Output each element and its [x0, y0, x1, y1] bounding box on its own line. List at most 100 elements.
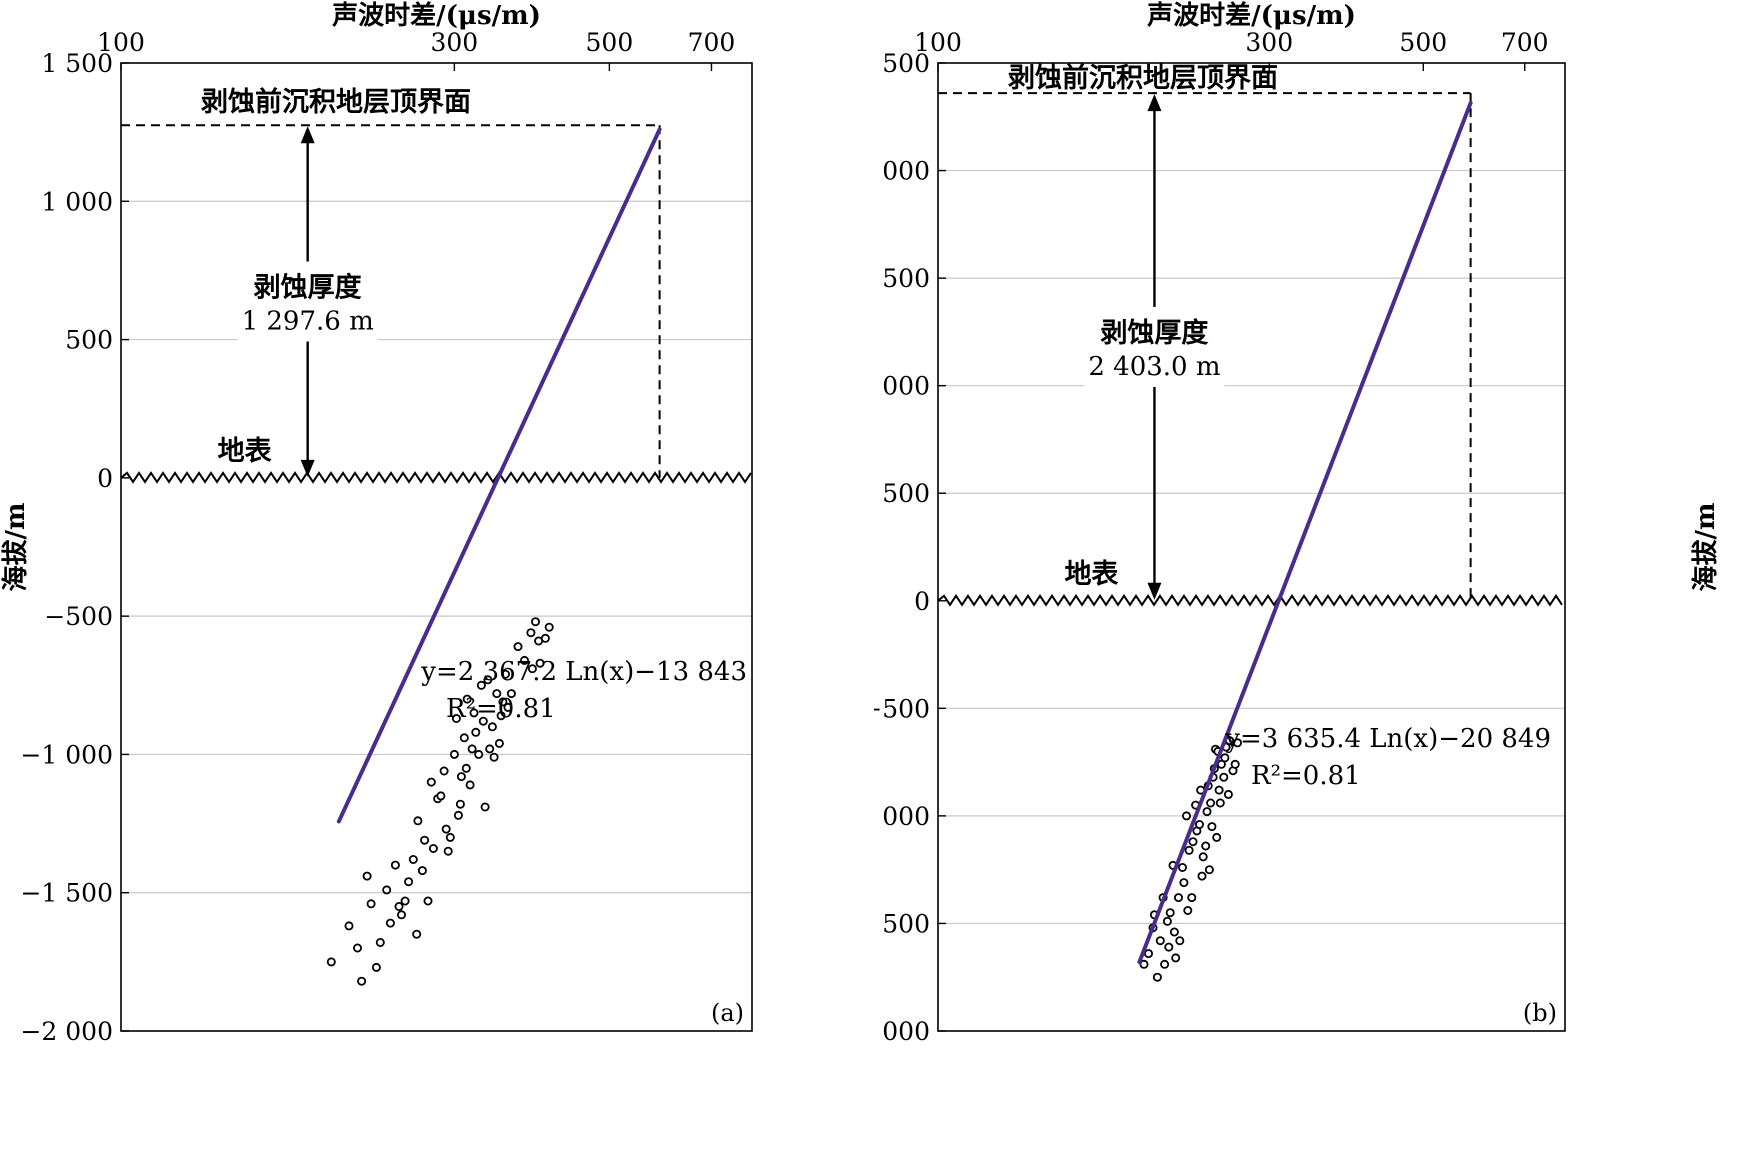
data-point: [1160, 959, 1170, 969]
data-point: [453, 810, 463, 820]
data-point: [455, 799, 465, 809]
data-point: [352, 943, 362, 953]
data-point: [408, 855, 418, 865]
data-point: [483, 675, 493, 685]
data-point: [436, 791, 446, 801]
x-tick-label: 700: [688, 28, 736, 57]
data-point: [1206, 798, 1216, 808]
surface-label: 地表: [1064, 559, 1118, 590]
panel-label: (b): [1523, 999, 1557, 1027]
data-point: [1162, 916, 1172, 926]
x-tick-label: 500: [1399, 28, 1447, 57]
plot-frame: [937, 62, 1566, 1032]
data-point: [344, 921, 354, 931]
data-point: [487, 722, 497, 732]
data-point: [500, 669, 510, 679]
data-point: [400, 896, 410, 906]
data-point: [1173, 893, 1183, 903]
data-point: [390, 860, 400, 870]
y-tick-label: 0: [914, 587, 930, 616]
erosion-arrow-head-up: [300, 126, 315, 144]
x-tick-label: 500: [586, 28, 634, 57]
data-point: [1169, 927, 1179, 937]
data-point: [396, 910, 406, 920]
data-point: [513, 642, 523, 652]
data-point: [496, 711, 506, 721]
x-tick-label: 700: [1501, 28, 1549, 57]
data-point: [544, 622, 554, 632]
data-point: [1232, 738, 1242, 748]
data-point: [1220, 753, 1230, 763]
data-point: [461, 763, 471, 773]
y-tick-label: 1 500: [41, 49, 113, 78]
y-tick-label: 0: [97, 464, 113, 493]
y-axis-label: 海拔/m: [1, 502, 31, 591]
data-point: [1215, 798, 1225, 808]
data-point: [1230, 759, 1240, 769]
data-point: [1194, 820, 1204, 830]
data-point: [1139, 959, 1149, 969]
top-boundary-label: 剥蚀前沉积地层顶界面: [201, 86, 471, 118]
top-boundary-label: 剥蚀前沉积地层顶界面: [1008, 62, 1278, 94]
data-point: [439, 766, 449, 776]
data-point: [485, 744, 495, 754]
data-point: [1198, 852, 1208, 862]
x-axis-label: 声波时差/(μs/m): [1147, 0, 1356, 31]
erosion-label-background: [237, 261, 378, 342]
y-tick-label: −1 500: [874, 909, 930, 938]
data-point: [506, 689, 516, 699]
y-tick-label: 1 000: [874, 372, 930, 401]
data-point: [494, 738, 504, 748]
data-point: [535, 658, 545, 668]
data-point: [465, 780, 475, 790]
ground-surface-line: [120, 471, 752, 484]
data-point: [467, 744, 477, 754]
equation-label: y=2 367.2 Ln(x)−13 843: [420, 657, 747, 687]
erosion-label: 剥蚀厚度: [1100, 317, 1208, 349]
data-point: [362, 871, 372, 881]
ground-surface-line: [937, 593, 1563, 607]
data-point: [540, 633, 550, 643]
data-point: [1184, 845, 1194, 855]
data-point: [404, 877, 414, 887]
x-tick-label: 100: [97, 28, 145, 57]
data-point: [413, 816, 423, 826]
data-point: [417, 866, 427, 876]
data-point: [1143, 949, 1153, 959]
data-point: [478, 716, 488, 726]
data-point: [445, 832, 455, 842]
data-point: [1188, 837, 1198, 847]
chart-panel-a: 1 500 1 000 500 0 −500 −1 000 −1 500 −2 000 100 3…: [0, 0, 874, 1163]
data-point: [1181, 811, 1191, 821]
surface-label: 地表: [218, 436, 272, 467]
x-tick-label: 300: [1245, 28, 1293, 57]
data-point: [1165, 908, 1175, 918]
y-tick-label: −1 000: [874, 802, 930, 831]
chart-a: 1 500 1 000 500 0 −500 −1 000 −1 500 −2 000 100 3…: [1, 0, 753, 1046]
data-point: [423, 896, 433, 906]
data-point: [426, 777, 436, 787]
data-point: [456, 772, 466, 782]
data-point: [462, 694, 472, 704]
data-point: [385, 918, 395, 928]
data-point: [366, 899, 376, 909]
y-tick-label: 1 500: [874, 264, 930, 293]
data-point: [1223, 789, 1233, 799]
data-point: [420, 835, 430, 845]
data-point: [451, 714, 461, 724]
data-point: [1219, 772, 1229, 782]
data-point: [1187, 893, 1197, 903]
y-axis-label: 海拔/m: [1691, 502, 1721, 591]
y-tick-label: −2 000: [874, 1017, 930, 1046]
data-point: [1212, 832, 1222, 842]
data-point: [1164, 942, 1174, 952]
data-point: [1171, 953, 1181, 963]
erosion-arrow-head-down: [1147, 582, 1162, 600]
data-point: [428, 844, 438, 854]
erosion-value: 1 297.6 m: [242, 307, 374, 337]
erosion-label: 剥蚀厚度: [254, 272, 362, 304]
data-point: [520, 655, 530, 665]
data-point: [474, 749, 484, 759]
y-tick-label: 2 000: [874, 157, 930, 186]
